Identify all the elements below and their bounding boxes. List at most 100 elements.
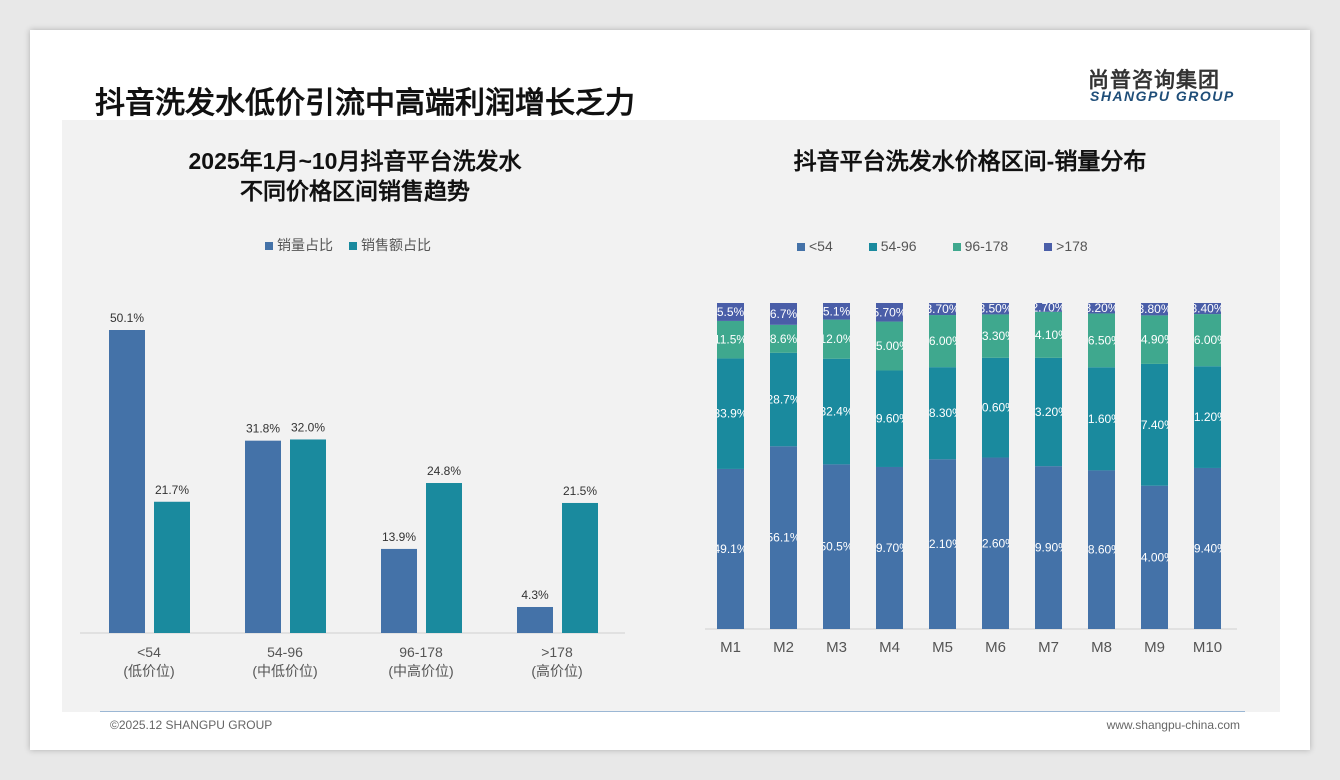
x-tick-label: M2	[773, 639, 794, 656]
stacked-segment-0	[1141, 485, 1168, 629]
stacked-segment-3	[823, 303, 850, 320]
data-label: 24.8%	[427, 464, 461, 478]
segment-label: 31.20%	[1187, 410, 1228, 424]
segment-label: 52.60%	[975, 536, 1016, 550]
footer-divider	[100, 711, 1245, 712]
segment-label: 33.20%	[1028, 405, 1069, 419]
segment-label: 3.80%	[1137, 302, 1171, 316]
x-tick-label: M9	[1144, 639, 1165, 656]
legend-label: 销量占比	[277, 237, 333, 253]
stacked-segment-0	[1035, 466, 1062, 629]
stacked-segment-3	[770, 303, 797, 325]
page-title: 抖音洗发水低价引流中高端利润增长乏力	[95, 87, 635, 120]
stacked-segment-0	[1088, 470, 1115, 629]
segment-label: 49.70%	[869, 541, 910, 555]
stacked-segment-3	[1194, 303, 1221, 315]
segment-label: 3.20%	[1084, 301, 1118, 315]
data-label: 21.5%	[563, 484, 597, 498]
data-label: 32.0%	[291, 420, 325, 434]
segment-label: 48.60%	[1081, 543, 1122, 557]
x-tick-label: 54-96	[267, 644, 303, 660]
segment-label: 28.7%	[766, 393, 800, 407]
stacked-segment-0	[876, 466, 903, 629]
data-label: 4.3%	[521, 588, 549, 602]
segment-label: 16.50%	[1081, 333, 1122, 347]
stacked-segment-1	[1194, 366, 1221, 468]
segment-label: 8.6%	[770, 332, 798, 346]
legend-item: 销量占比	[265, 235, 333, 255]
segment-label: 29.60%	[869, 412, 910, 426]
logo-en: SHANGPU GROUP	[1090, 88, 1235, 104]
logo-cn: 尚普咨询集团	[1088, 69, 1220, 92]
stacked-segment-0	[770, 446, 797, 629]
segment-label: 14.90%	[1134, 333, 1175, 347]
bar-volume-share	[245, 440, 281, 633]
stacked-segment-2	[1035, 311, 1062, 358]
x-tick-label: >178	[541, 644, 573, 660]
left-title-line1: 2025年1月~10月抖音平台洗发水	[188, 148, 522, 174]
stacked-segment-0	[1194, 467, 1221, 629]
footer-website: www.shangpu-china.com	[1106, 718, 1240, 732]
stacked-segment-3	[876, 303, 903, 322]
stacked-segment-3	[1141, 303, 1168, 316]
stacked-segment-3	[982, 303, 1009, 315]
stacked-segment-1	[929, 367, 956, 460]
legend-label: 销售额占比	[361, 237, 431, 253]
segment-label: 12.0%	[819, 332, 853, 346]
stacked-segment-0	[823, 464, 850, 629]
bar-volume-share	[517, 606, 553, 633]
stacked-segment-2	[717, 320, 744, 359]
segment-label: 13.30%	[975, 329, 1016, 343]
stacked-segment-1	[717, 358, 744, 469]
stacked-segment-1	[770, 352, 797, 447]
stacked-segment-2	[982, 314, 1009, 358]
segment-label: 31.60%	[1081, 412, 1122, 426]
legend-label: 54-96	[880, 238, 917, 254]
x-tick-sublabel: (中高价位)	[388, 663, 453, 679]
segment-label: 5.5%	[717, 305, 745, 319]
data-label: 21.7%	[155, 483, 189, 497]
x-tick-label: 96-178	[399, 644, 443, 660]
segment-label: 37.40%	[1134, 418, 1175, 432]
segment-label: 49.40%	[1187, 541, 1228, 555]
stacked-segment-2	[823, 319, 850, 359]
legend-item: 销售额占比	[349, 235, 431, 255]
stacked-segment-2	[1194, 314, 1221, 367]
segment-label: 2.70%	[1031, 300, 1065, 314]
legend-item: 54-96	[868, 238, 917, 254]
x-tick-label: M3	[826, 639, 847, 656]
bar-sales-share	[426, 483, 462, 633]
left-title-line2: 不同价格区间销售趋势	[240, 178, 470, 204]
segment-label: 28.30%	[922, 406, 963, 420]
bar-volume-share	[109, 330, 145, 633]
segment-label: 56.1%	[766, 531, 800, 545]
stacked-segment-2	[1088, 313, 1115, 368]
bar-sales-share	[290, 439, 326, 633]
x-tick-label: M8	[1091, 639, 1112, 656]
segment-label: 6.7%	[770, 307, 798, 321]
segment-label: 50.5%	[819, 540, 853, 554]
stacked-segment-2	[1141, 315, 1168, 364]
segment-label: 16.00%	[922, 334, 963, 348]
x-tick-label: M1	[720, 639, 741, 656]
right-chart-title: 抖音平台洗发水价格区间-销量分布	[793, 148, 1147, 174]
stacked-segment-1	[876, 370, 903, 467]
data-label: 13.9%	[382, 530, 416, 544]
legend-item: 96-178	[952, 238, 1008, 254]
left-legend: 销量占比 销售额占比	[265, 235, 431, 255]
left-chart-title: 2025年1月~10月抖音平台洗发水 不同价格区间销售趋势	[120, 146, 590, 206]
segment-label: 5.70%	[872, 305, 906, 319]
bar-sales-share	[154, 501, 190, 633]
stacked-segment-1	[823, 358, 850, 465]
x-tick-label: M6	[985, 639, 1006, 656]
x-tick-label: M7	[1038, 639, 1059, 656]
stacked-segment-0	[982, 457, 1009, 629]
stacked-segment-0	[717, 468, 744, 629]
right-legend: <54 54-96 96-178 >178	[797, 238, 1088, 254]
stacked-segment-3	[1035, 303, 1062, 312]
segment-label: 52.10%	[922, 537, 963, 551]
x-tick-label: M10	[1193, 639, 1222, 656]
x-tick-label: M4	[879, 639, 900, 656]
x-tick-sublabel: (中低价位)	[252, 663, 317, 679]
